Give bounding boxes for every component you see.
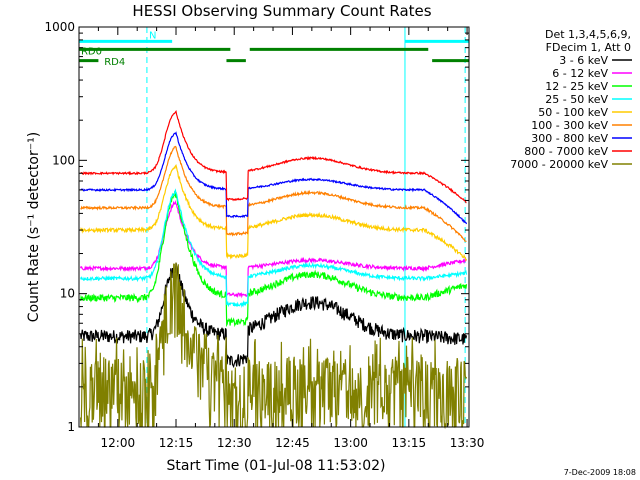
legend-header-1: Det 1,3,4,5,6,9, (545, 28, 631, 41)
status-label-rd4: RD4 (104, 57, 125, 68)
series-line-1 (80, 262, 468, 369)
legend-label-6: 100 - 300 keV (531, 119, 608, 132)
legend-header-2: FDecim 1, Att 0 (546, 41, 631, 54)
y-tick-label-2: 10 (60, 287, 75, 301)
series-line-6 (80, 145, 467, 242)
series-line-7 (80, 131, 468, 225)
x-axis-label: Start Time (01-Jul-08 11:53:02) (166, 458, 385, 474)
x-tick-label-2: 12:15 (159, 436, 194, 450)
series-line-5 (80, 164, 468, 262)
x-tick-label-3: 12:30 (217, 436, 252, 450)
series-line-8 (80, 109, 467, 204)
y-axis-label: Count Rate (s⁻¹ detector⁻¹) (26, 132, 42, 322)
series-line-3 (80, 191, 468, 328)
status-label-n: N (149, 30, 156, 41)
x-tick-label-5: 13:00 (333, 436, 368, 450)
legend-label-8: 800 - 7000 keV (524, 145, 608, 158)
legend-label-2: 6 - 12 keV (552, 67, 608, 80)
status-label-rd0: RD0 (81, 47, 102, 58)
x-tick-label-4: 12:45 (275, 436, 310, 450)
series-line-4 (80, 188, 468, 309)
legend-label-3: 12 - 25 keV (545, 80, 608, 93)
x-tick-label-6: 13:15 (392, 436, 427, 450)
plot-frame (78, 26, 470, 428)
legend-label-9: 7000 - 20000 keV (510, 158, 608, 171)
y-tick-label-1: 1 (67, 420, 75, 434)
y-tick-label-4: 1000 (44, 20, 75, 34)
legend-label-1: 3 - 6 keV (559, 54, 608, 67)
legend-label-5: 50 - 100 keV (538, 106, 608, 119)
legend: Det 1,3,4,5,6,9, FDecim 1, Att 0 3 - 6 k… (510, 28, 632, 171)
axes: 1 10 100 1000 12:00 12:15 12:30 12:45 13:00 13:15… (44, 20, 484, 450)
x-tick-label-1: 12:00 (101, 436, 136, 450)
x-tick-label-7: 13:30 (450, 436, 485, 450)
chart-title: HESSI Observing Summary Count Rates (132, 2, 431, 20)
series-line-2 (80, 200, 467, 299)
y-tick-label-3: 100 (52, 153, 75, 167)
legend-label-7: 300 - 800 keV (531, 132, 608, 145)
legend-label-4: 25 - 50 keV (545, 93, 608, 106)
footer-date: 7-Dec-2009 18:08 (564, 468, 636, 477)
series-line-9 (80, 262, 468, 430)
